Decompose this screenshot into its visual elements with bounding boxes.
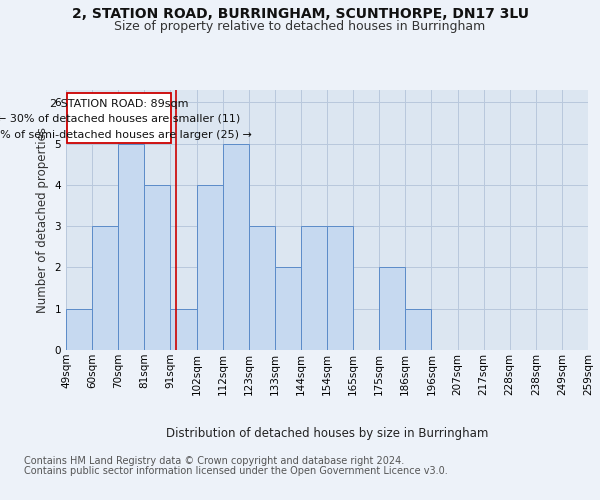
Text: Contains HM Land Registry data © Crown copyright and database right 2024.: Contains HM Land Registry data © Crown c… bbox=[24, 456, 404, 466]
Bar bbox=[197, 185, 223, 350]
Bar bbox=[301, 226, 327, 350]
Bar bbox=[170, 308, 197, 350]
Y-axis label: Number of detached properties: Number of detached properties bbox=[36, 127, 49, 313]
FancyBboxPatch shape bbox=[67, 94, 171, 143]
Bar bbox=[275, 268, 301, 350]
Text: Contains public sector information licensed under the Open Government Licence v3: Contains public sector information licen… bbox=[24, 466, 448, 476]
Text: Distribution of detached houses by size in Burringham: Distribution of detached houses by size … bbox=[166, 428, 488, 440]
Text: 2 STATION ROAD: 89sqm: 2 STATION ROAD: 89sqm bbox=[50, 98, 188, 108]
Bar bbox=[406, 308, 431, 350]
Bar bbox=[145, 185, 170, 350]
Bar bbox=[66, 308, 92, 350]
Text: ← 30% of detached houses are smaller (11): ← 30% of detached houses are smaller (11… bbox=[0, 113, 241, 123]
Bar bbox=[327, 226, 353, 350]
Bar bbox=[223, 144, 249, 350]
Text: 68% of semi-detached houses are larger (25) →: 68% of semi-detached houses are larger (… bbox=[0, 130, 252, 140]
Bar bbox=[118, 144, 145, 350]
Text: 2, STATION ROAD, BURRINGHAM, SCUNTHORPE, DN17 3LU: 2, STATION ROAD, BURRINGHAM, SCUNTHORPE,… bbox=[71, 8, 529, 22]
Text: Size of property relative to detached houses in Burringham: Size of property relative to detached ho… bbox=[115, 20, 485, 33]
Bar bbox=[379, 268, 406, 350]
Bar bbox=[249, 226, 275, 350]
Bar bbox=[92, 226, 118, 350]
